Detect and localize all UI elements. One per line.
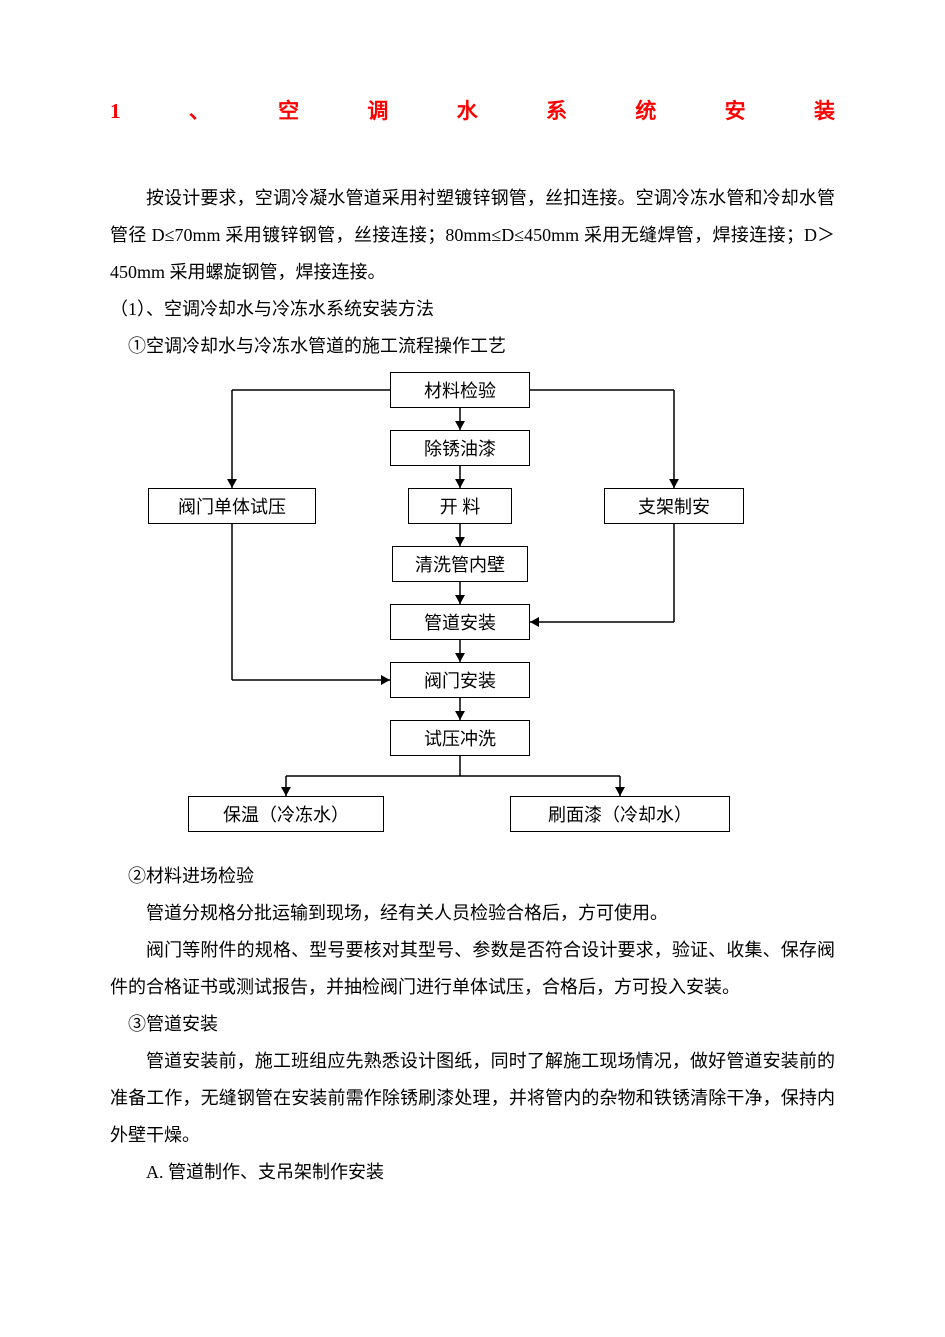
flow-node-n3L: 阀门单体试压 (148, 488, 316, 524)
paragraph-4: 管道安装前，施工班组应先熟悉设计图纸，同时了解施工现场情况，做好管道安装前的准备… (110, 1043, 835, 1154)
section-1b: ②材料进场检验 (110, 858, 835, 895)
paragraph-3: 阀门等附件的规格、型号要核对其型号、参数是否符合设计要求，验证、收集、保存阀件的… (110, 932, 835, 1006)
flow-node-n1: 材料检验 (390, 372, 530, 408)
flow-node-n8L: 保温（冷冻水） (188, 796, 384, 832)
flow-node-n2: 除锈油漆 (390, 430, 530, 466)
section-1c: ③管道安装 (110, 1006, 835, 1043)
flow-node-n5: 管道安装 (390, 604, 530, 640)
flow-node-n7: 试压冲洗 (390, 720, 530, 756)
paragraph-intro: 按设计要求，空调冷凝水管道采用衬塑镀锌钢管，丝扣连接。空调冷冻水管和冷却水管管径… (110, 180, 835, 291)
flow-node-n6: 阀门安装 (390, 662, 530, 698)
section-1a: ①空调冷却水与冷冻水管道的施工流程操作工艺 (110, 328, 835, 365)
flow-node-n8R: 刷面漆（冷却水） (510, 796, 730, 832)
flow-node-n4: 清洗管内壁 (392, 546, 528, 582)
flowchart: 材料检验除锈油漆开 料 阀门单体试压 支架制安清洗管内壁管道安装阀门安装试压冲洗保温… (110, 372, 830, 852)
page-title: 1、空调水系统安装 (110, 95, 835, 125)
section-1: （1）、空调冷却水与冷冻水系统安装方法 (110, 291, 835, 328)
flow-node-n3R: 支架制安 (604, 488, 744, 524)
flow-node-n3: 开 料 (408, 488, 512, 524)
paragraph-5: A. 管道制作、支吊架制作安装 (110, 1154, 835, 1191)
paragraph-2: 管道分规格分批运输到现场，经有关人员检验合格后，方可使用。 (110, 895, 835, 932)
